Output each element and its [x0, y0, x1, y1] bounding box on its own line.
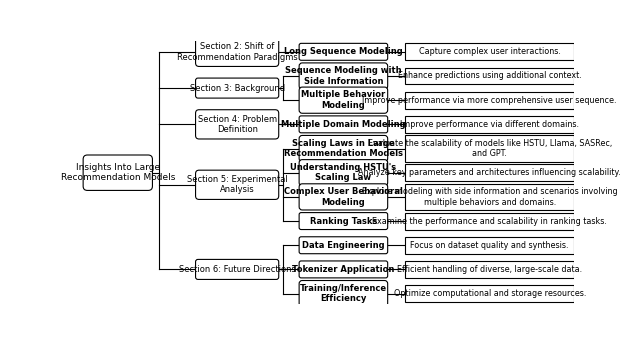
Bar	[405, 184, 575, 210]
FancyBboxPatch shape	[299, 43, 388, 60]
Text: Section 2: Shift of
Recommendation Paradigms: Section 2: Shift of Recommendation Parad…	[177, 42, 298, 62]
FancyBboxPatch shape	[299, 213, 388, 229]
Bar	[405, 237, 575, 254]
Bar	[405, 116, 575, 133]
FancyBboxPatch shape	[196, 260, 279, 279]
Text: Long Sequence Modeling: Long Sequence Modeling	[284, 47, 403, 56]
FancyBboxPatch shape	[299, 184, 388, 210]
Bar	[405, 67, 575, 84]
FancyBboxPatch shape	[299, 160, 388, 186]
Bar	[405, 43, 575, 60]
Bar	[405, 285, 575, 302]
Text: Tokenizer Application: Tokenizer Application	[292, 265, 395, 274]
Text: Scaling Laws in Large
Recommendation Models: Scaling Laws in Large Recommendation Mod…	[284, 139, 403, 158]
Text: Analyze key parameters and architectures influencing scalability.: Analyze key parameters and architectures…	[358, 168, 621, 177]
FancyBboxPatch shape	[299, 261, 388, 278]
Text: Insights Into Large
Recommendation Models: Insights Into Large Recommendation Model…	[61, 163, 175, 182]
Text: Section 3: Background: Section 3: Background	[189, 83, 285, 93]
Text: Section 6: Future Directions: Section 6: Future Directions	[179, 265, 296, 274]
Bar	[405, 135, 575, 162]
Text: Section 5: Experimental
Analysis: Section 5: Experimental Analysis	[187, 175, 287, 195]
FancyBboxPatch shape	[196, 170, 279, 199]
Text: Multiple Domain Modeling: Multiple Domain Modeling	[281, 120, 406, 129]
Text: Efficient handling of diverse, large-scale data.: Efficient handling of diverse, large-sca…	[397, 265, 582, 274]
FancyBboxPatch shape	[299, 116, 388, 133]
Text: Ranking Tasks: Ranking Tasks	[310, 216, 377, 226]
Text: Enhance predictions using additional context.: Enhance predictions using additional con…	[398, 71, 582, 80]
Text: Understanding HSTU's
Scaling Law: Understanding HSTU's Scaling Law	[291, 163, 396, 182]
Text: Examine the performance and scalability in ranking tasks.: Examine the performance and scalability …	[372, 216, 607, 226]
Text: Complex User Behavioral
Modeling: Complex User Behavioral Modeling	[284, 187, 403, 207]
Text: Explore modeling with side information and scenarios involving
multiple behavior: Explore modeling with side information a…	[362, 187, 618, 207]
Text: Improve performance via different domains.: Improve performance via different domain…	[400, 120, 579, 129]
FancyBboxPatch shape	[299, 135, 388, 162]
Text: Focus on dataset quality and synthesis.: Focus on dataset quality and synthesis.	[410, 241, 569, 250]
Text: Sequence Modeling with
Side Information: Sequence Modeling with Side Information	[285, 66, 402, 86]
FancyBboxPatch shape	[196, 110, 279, 139]
FancyBboxPatch shape	[299, 87, 388, 113]
Text: Optimize computational and storage resources.: Optimize computational and storage resou…	[394, 289, 586, 298]
Text: Data Engineering: Data Engineering	[302, 241, 385, 250]
Bar	[405, 261, 575, 278]
Text: Section 4: Problem
Definition: Section 4: Problem Definition	[198, 115, 276, 134]
Bar	[405, 213, 575, 229]
Text: Improve performance via more comprehensive user sequence.: Improve performance via more comprehensi…	[362, 96, 617, 105]
FancyBboxPatch shape	[299, 63, 388, 89]
FancyBboxPatch shape	[196, 37, 279, 66]
Text: Capture complex user interactions.: Capture complex user interactions.	[419, 47, 561, 56]
Bar	[405, 164, 575, 181]
Bar	[405, 92, 575, 109]
FancyBboxPatch shape	[83, 155, 152, 190]
Text: Multiple Behavior
Modeling: Multiple Behavior Modeling	[301, 91, 385, 110]
Text: Training/Inference
Efficiency: Training/Inference Efficiency	[300, 284, 387, 303]
FancyBboxPatch shape	[299, 280, 388, 307]
Text: Evaluate the scalability of models like HSTU, Llama, SASRec,
and GPT.: Evaluate the scalability of models like …	[367, 139, 612, 158]
FancyBboxPatch shape	[299, 237, 388, 254]
FancyBboxPatch shape	[196, 78, 279, 98]
